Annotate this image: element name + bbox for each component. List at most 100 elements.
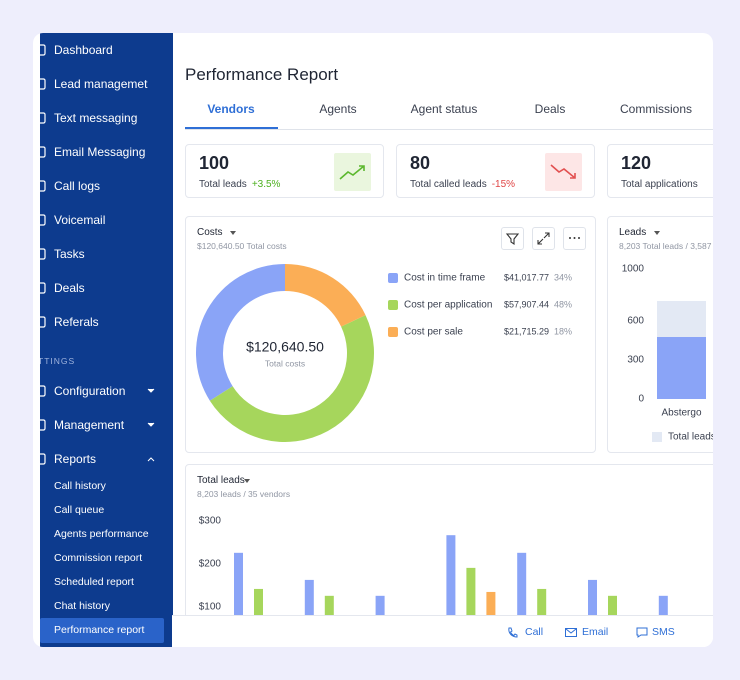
trend-icon <box>334 153 371 191</box>
nav-item[interactable]: Configuration <box>54 384 126 398</box>
y-tick-label: $100 <box>199 602 222 613</box>
nav-item[interactable]: Text messaging <box>54 111 138 125</box>
trend-down <box>550 164 576 179</box>
nav-item[interactable]: Management <box>54 418 125 432</box>
kpi-value: 100 <box>199 153 230 173</box>
sms-icon <box>636 627 648 638</box>
legend-label: Cost per application <box>404 300 492 311</box>
y-tick-label: $300 <box>199 516 222 527</box>
legend-label: Cost per sale <box>404 327 463 338</box>
nav-section: TTINGS <box>40 356 76 366</box>
kpi-label: Total leads <box>199 179 247 190</box>
nav-item[interactable]: Tasks <box>54 247 85 261</box>
tab[interactable]: Commissions <box>619 102 693 116</box>
tab[interactable]: Vendors <box>207 102 255 116</box>
filter-button[interactable] <box>501 227 524 250</box>
kpi-label: Total applications <box>621 179 698 190</box>
page-title: Performance Report <box>185 65 339 84</box>
kpi-value: 80 <box>410 153 431 173</box>
nav-item[interactable]: Voicemail <box>54 213 106 227</box>
donut-center-value: $120,640.50 <box>246 339 324 355</box>
nav-subitem[interactable]: Commission report <box>54 552 143 564</box>
kpi-card: 120 Total applications <box>607 144 713 198</box>
call-icon <box>508 627 518 638</box>
nav-icon-shape <box>40 453 46 465</box>
donut-center-label: Total costs <box>265 358 305 368</box>
kpi-value: 120 <box>621 153 652 173</box>
bar-chart: 0 300 600 1000 Abstergo Total leads <box>622 264 713 443</box>
nav-icon-shape <box>40 282 46 294</box>
kpi-label: Total called leads <box>410 179 487 190</box>
nav-icon-shape <box>40 180 46 192</box>
bar <box>446 535 456 647</box>
nav-icon-shape <box>40 419 46 431</box>
nav-icon-shape <box>40 78 46 90</box>
nav-item[interactable]: Email Messaging <box>54 145 146 159</box>
nav-icon <box>40 78 46 90</box>
legend-swatch <box>388 327 398 337</box>
kpi-card: 80 Total called leads -15% <box>396 144 595 198</box>
expand-button[interactable] <box>532 227 555 250</box>
tab[interactable]: Agents <box>319 102 357 116</box>
nav-icon <box>40 385 46 397</box>
nav-icon-shape <box>40 112 46 124</box>
nav-subitem[interactable]: Call queue <box>54 504 105 516</box>
nav-subitem[interactable]: Call history <box>54 480 106 492</box>
action-button[interactable]: Email <box>582 626 609 638</box>
nav-subitem[interactable]: Performance report <box>54 624 145 636</box>
dropdown-caret <box>244 479 250 483</box>
nav-subitem[interactable]: Agents performance <box>54 528 149 540</box>
chart-subtitle: $120,640.50 Total costs <box>197 241 287 251</box>
legend-amount: $21,715.29 <box>504 326 549 336</box>
chart-subtitle: 8,203 Total leads / 3,587 <box>619 241 712 251</box>
y-tick-label: 300 <box>627 355 644 366</box>
legend-percent: 18% <box>554 326 572 336</box>
kpi-change: -15% <box>491 179 516 190</box>
caret-shape <box>147 457 155 462</box>
nav-icon-shape <box>40 214 46 226</box>
nav-icon <box>40 248 46 260</box>
nav-icon-shape <box>40 44 46 56</box>
nav-item[interactable]: Lead managemet <box>54 77 148 91</box>
nav-subitem[interactable]: Scheduled report <box>54 576 134 588</box>
nav-icon-shape <box>40 385 46 397</box>
x-tick-label: Abstergo <box>661 408 701 419</box>
bar <box>657 336 706 399</box>
nav-item[interactable]: Deals <box>54 281 85 295</box>
legend-percent: 48% <box>554 299 572 309</box>
bar <box>304 579 314 647</box>
email-icon <box>565 628 577 637</box>
donut-segment <box>209 315 374 442</box>
bar <box>234 552 243 647</box>
tab[interactable]: Deals <box>534 102 566 116</box>
nav-item[interactable]: Reports <box>54 452 97 466</box>
nav-item[interactable]: Referals <box>54 315 99 329</box>
nav-icon <box>40 44 46 56</box>
legend-swatch <box>652 432 662 442</box>
nav-icon-shape <box>40 248 46 260</box>
legend-swatch <box>388 273 398 283</box>
nav-icon <box>40 316 46 328</box>
action-button[interactable]: Call <box>525 626 544 638</box>
dropdown-caret <box>230 231 236 235</box>
nav-icon <box>40 214 46 226</box>
caret-shape <box>654 231 660 235</box>
nav-icon <box>40 282 46 294</box>
caret <box>147 457 155 462</box>
nav-item[interactable]: Dashboard <box>54 43 113 57</box>
nav-icon <box>40 453 46 465</box>
nav-subitem[interactable]: Chat history <box>54 600 111 612</box>
donut-segment <box>196 264 285 401</box>
nav-icon <box>40 112 46 124</box>
bar <box>466 567 476 647</box>
tab[interactable]: Agent status <box>410 102 478 116</box>
chart-subtitle: 8,203 leads / 35 vendors <box>197 489 291 499</box>
nav-item[interactable]: Call logs <box>54 179 101 193</box>
more-button[interactable] <box>563 227 586 250</box>
active-item-bg <box>40 618 164 643</box>
kpi-row: Total leads +3.5% <box>199 179 280 190</box>
donut-chart: Cost in time frame $41,017.77 34% Cost per … <box>196 264 572 442</box>
action-button[interactable]: SMS <box>652 626 675 638</box>
caret-shape <box>147 388 155 393</box>
costs-card: Costs $120,640.50 Total costs Cost in time… <box>185 216 596 453</box>
